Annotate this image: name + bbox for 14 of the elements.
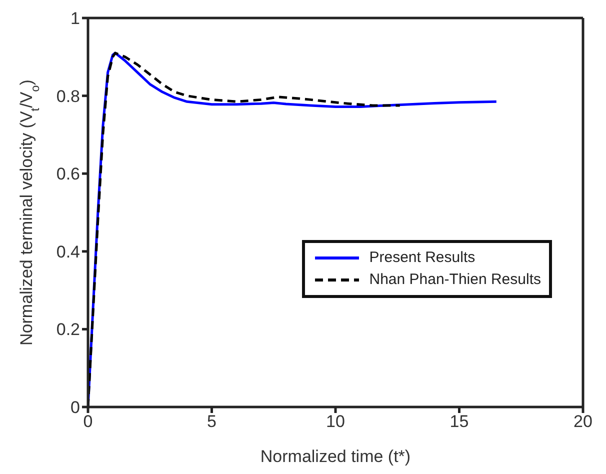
legend-label: Present Results [369, 248, 476, 268]
x-tick-label: 20 [574, 412, 592, 432]
y-tick-label: 0.8 [56, 86, 80, 106]
y-tick-label: 1 [70, 9, 80, 28]
y-tick-label: 0.6 [56, 164, 80, 184]
y-tick-label: 0.2 [56, 320, 80, 340]
legend-label: Nhan Phan-Thien Results [369, 270, 541, 290]
x-tick-label: 0 [83, 412, 93, 432]
y-tick-label: 0 [70, 398, 80, 418]
x-axis-title: Normalized time (t*) [260, 447, 411, 466]
x-tick-label: 5 [207, 412, 216, 432]
x-tick-label: 10 [326, 412, 345, 432]
x-tick-label: 15 [450, 412, 469, 432]
y-tick-label: 0.4 [56, 242, 80, 262]
